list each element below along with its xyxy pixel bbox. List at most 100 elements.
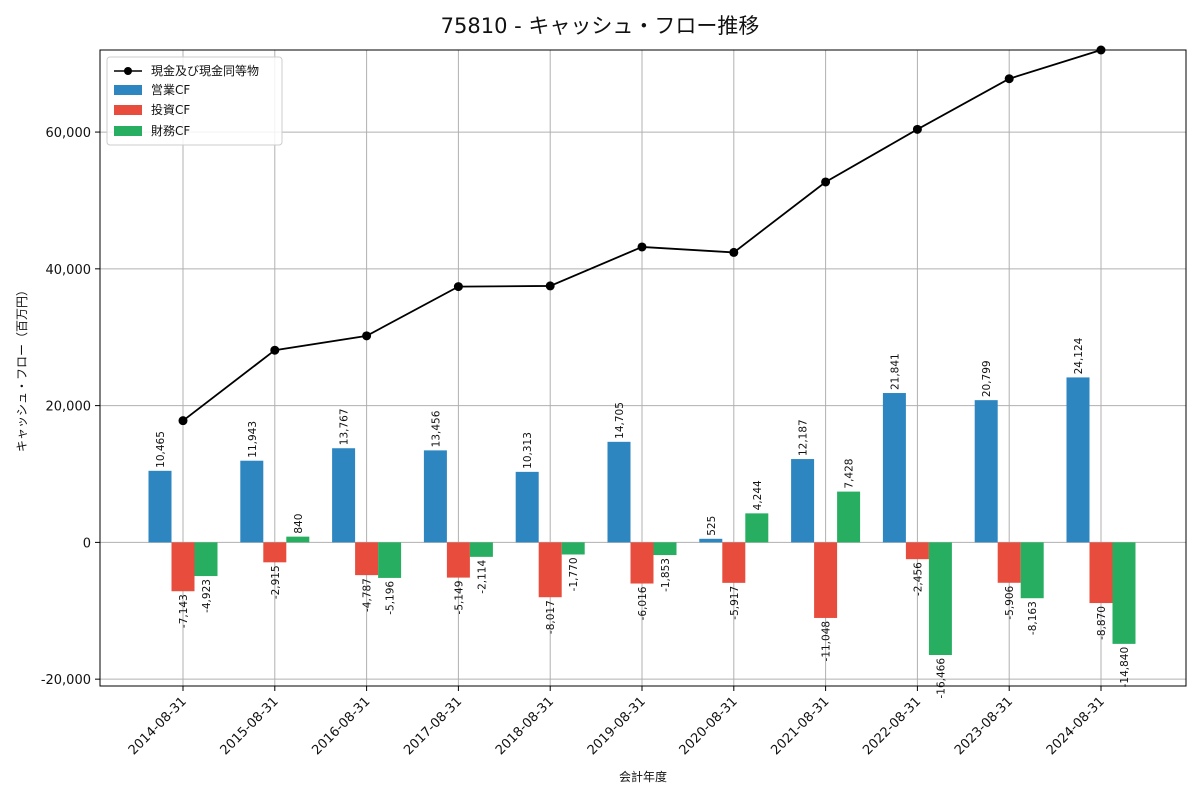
bar-0-6 — [699, 538, 723, 543]
bar-1-4 — [538, 542, 562, 598]
bar-2-4 — [561, 542, 585, 555]
x-tick-label: 2022-08-31 — [860, 694, 924, 758]
data-label-2-9: -8,163 — [1027, 601, 1039, 635]
data-label-1-5: -6,016 — [637, 586, 649, 620]
legend-box — [106, 56, 283, 146]
bar-0-10 — [1066, 377, 1090, 543]
bar-2-9 — [1020, 542, 1044, 599]
bar-1-3 — [446, 542, 470, 578]
cash-point-4 — [545, 281, 555, 291]
bar-0-0 — [148, 470, 172, 543]
data-label-2-1: 840 — [293, 514, 305, 534]
cash-point-7 — [821, 177, 831, 187]
chart-title: 75810 - キャッシュ・フロー推移 — [441, 14, 760, 38]
data-label-0-3: 13,456 — [430, 410, 442, 447]
legend-label-operating: 営業CF — [151, 83, 190, 97]
x-tick-label: 2018-08-31 — [493, 694, 557, 758]
x-axis-label: 会計年度 — [619, 769, 667, 784]
cash-point-3 — [453, 282, 463, 292]
bar-0-9 — [974, 400, 998, 543]
x-axis-ticks: 2014-08-31 2015-08-31 2016-08-31 2017-08-31… — [126, 686, 1108, 758]
bar-1-0 — [171, 542, 195, 592]
data-label-2-7: 7,428 — [844, 459, 856, 489]
y-tick-label: 40,000 — [46, 263, 92, 278]
y-axis-ticks: -20,000 0 20,000 40,000 60,000 — [41, 126, 100, 688]
x-tick-label: 2021-08-31 — [768, 694, 832, 758]
bar-1-6 — [722, 542, 746, 583]
bar-0-7 — [791, 459, 815, 543]
data-label-1-0: -7,143 — [178, 594, 190, 628]
bar-1-7 — [814, 542, 838, 618]
data-label-0-4: 10,313 — [522, 432, 534, 469]
x-tick-label: 2024-08-31 — [1044, 694, 1108, 758]
legend-swatch-operating — [114, 85, 142, 95]
legend-swatch-investing — [114, 105, 142, 115]
y-tick-label: 60,000 — [46, 126, 92, 141]
plot-frame — [99, 49, 1187, 687]
cash-point-5 — [637, 242, 647, 252]
x-tick-label: 2020-08-31 — [677, 694, 741, 758]
data-label-1-4: -8,017 — [545, 600, 557, 634]
bar-0-8 — [882, 393, 906, 543]
bar-0-2 — [332, 448, 356, 543]
legend-swatch-financing — [114, 126, 142, 136]
bar-0-4 — [515, 471, 539, 543]
data-label-2-5: -1,853 — [660, 558, 672, 592]
bar-2-10 — [1112, 542, 1136, 644]
y-tick-label: 20,000 — [46, 400, 92, 415]
data-label-1-10: -8,870 — [1096, 606, 1108, 640]
legend-label-cash: 現金及び現金同等物 — [151, 63, 259, 78]
bar-2-5 — [653, 542, 677, 556]
legend-label-financing: 財務CF — [151, 123, 190, 138]
bar-0-3 — [423, 450, 447, 543]
bar-1-8 — [905, 542, 929, 560]
x-tick-label: 2014-08-31 — [126, 694, 190, 758]
x-tick-label: 2023-08-31 — [952, 694, 1016, 758]
data-label-1-7: -11,048 — [821, 621, 833, 662]
x-tick-label: 2017-08-31 — [401, 694, 465, 758]
bar-1-2 — [355, 542, 379, 576]
y-tick-label: 0 — [83, 536, 91, 551]
y-axis-label: キャッシュ・フロー（百万円） — [15, 284, 29, 452]
bar-2-6 — [745, 513, 769, 543]
data-label-1-9: -5,906 — [1004, 585, 1016, 619]
data-label-2-6: 4,244 — [752, 480, 764, 510]
data-label-0-7: 12,187 — [798, 419, 810, 456]
cash-point-6 — [729, 247, 739, 257]
bar-0-5 — [607, 441, 631, 543]
legend: 現金及び現金同等物 営業CF 投資CF 財務CF — [106, 56, 283, 146]
data-label-0-5: 14,705 — [614, 402, 626, 439]
bar-1-5 — [630, 542, 654, 584]
bar-2-0 — [194, 542, 218, 577]
data-label-1-6: -5,917 — [729, 586, 741, 620]
data-label-0-10: 24,124 — [1073, 337, 1085, 374]
data-label-2-2: -5,196 — [385, 581, 397, 615]
cash-point-2 — [362, 331, 372, 341]
data-label-2-3: -2,114 — [476, 560, 488, 594]
data-label-0-0: 10,465 — [155, 431, 167, 468]
data-label-1-2: -4,787 — [362, 578, 374, 612]
x-tick-label: 2015-08-31 — [218, 694, 282, 758]
data-label-0-9: 20,799 — [981, 360, 993, 397]
legend-marker-swatch — [124, 67, 132, 75]
data-label-0-8: 21,841 — [889, 353, 901, 390]
bar-0-1 — [240, 460, 264, 543]
data-label-0-1: 11,943 — [247, 421, 259, 458]
data-label-1-3: -5,149 — [453, 581, 465, 615]
line-series — [178, 45, 1106, 426]
x-tick-label: 2019-08-31 — [585, 694, 649, 758]
data-label-1-8: -2,456 — [912, 562, 924, 596]
cash-point-8 — [912, 124, 922, 134]
bar-2-2 — [378, 542, 402, 578]
bar-2-8 — [928, 542, 952, 655]
x-tick-label: 2016-08-31 — [309, 694, 373, 758]
data-label-2-8: -16,466 — [935, 658, 947, 699]
cash-point-0 — [178, 416, 188, 426]
bar-1-1 — [263, 542, 287, 563]
cash-point-1 — [270, 345, 280, 355]
data-label-2-0: -4,923 — [201, 579, 213, 613]
cash-point-9 — [1004, 74, 1014, 84]
data-label-0-6: 525 — [706, 516, 718, 536]
